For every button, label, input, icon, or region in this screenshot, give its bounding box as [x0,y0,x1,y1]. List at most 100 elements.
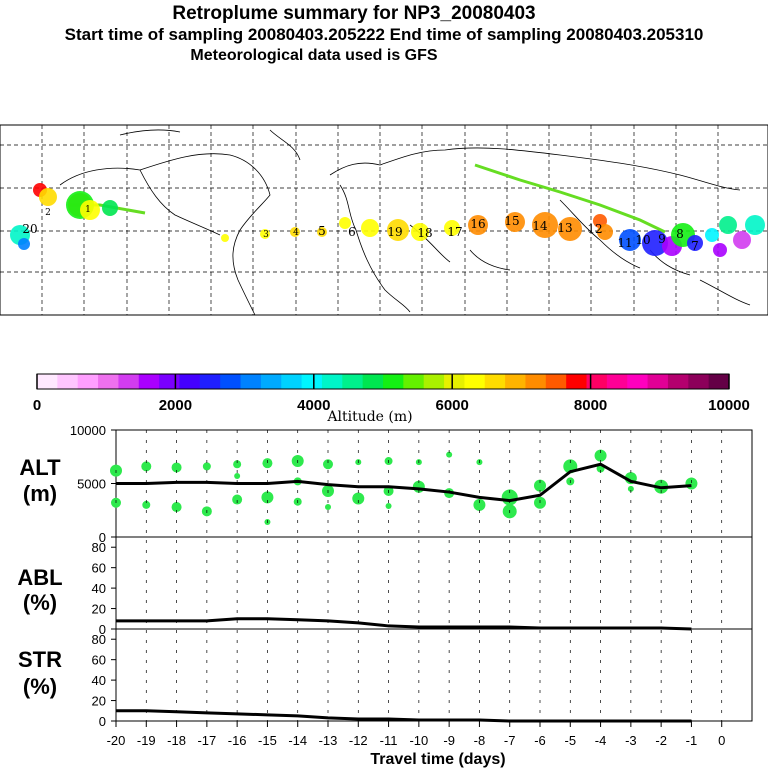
plume-day-label: 17 [447,225,462,239]
colorbar-swatch [57,374,79,389]
world-map: 20 19 18 17 16 15 14 13 12 11 10 9 87 6 5 4 3 2 1 [0,124,768,316]
plume-day-label: 14 [532,219,548,233]
plume-cluster [558,217,582,241]
plume-cluster [387,219,409,241]
plume-cluster [687,235,703,251]
alt-cluster-point [232,494,243,505]
str-y-tick-label: 0 [99,714,106,729]
plume-cluster [642,230,668,256]
alt-cluster-point [202,462,211,471]
plume-day-label: 11 [617,236,632,250]
colorbar-swatch [545,374,567,389]
abl-line [116,617,692,631]
plume-day-label: 15 [504,214,519,228]
abl-y-tick-label: 20 [92,602,106,617]
plume-day-label: 18 [417,226,432,240]
colorbar-label: Altitude (m) [326,409,412,425]
colorbar-tick-label: 0 [33,397,41,414]
colorbar-swatch [708,374,730,389]
colorbar-swatch [220,374,242,389]
alt-cluster-point [233,460,242,469]
colorbar-swatch [525,374,547,389]
alt-mean-line [116,462,692,503]
trajectory-north [474,163,666,234]
x-tick-label: -16 [228,733,247,748]
x-tick-label: -17 [197,733,216,748]
colorbar-swatch [301,374,323,389]
meteorological-data: Meteorological data used is GFS [190,47,438,64]
alt-cluster-point [385,502,392,509]
colorbar-swatch [77,374,99,389]
colorbar-swatch [179,374,201,389]
colorbar-swatch [403,374,425,389]
alt-cluster-point [261,491,274,504]
alt-cluster-point [142,500,151,509]
str-y-tick-label: 40 [92,673,106,688]
alt-cluster-point [627,485,634,492]
plume-cluster [468,215,488,235]
plume-cluster [505,212,525,232]
colorbar-swatch [199,374,221,389]
alt-cluster-point [234,473,241,480]
colorbar-swatch [138,374,160,389]
x-tick-label: -2 [655,733,667,748]
abl-label: ABL [17,565,62,590]
plume-day-label: 12 [587,222,602,236]
colorbar-swatch [484,374,506,389]
colorbar-swatch [566,374,588,389]
alt-cluster-point [685,477,698,490]
colorbar-tick-label: 8000 [574,397,607,414]
colorbar-swatch [37,374,58,389]
plume-day-label: 19 [387,225,402,239]
plume-day-label: 2 [45,208,51,218]
plume-day-label: 20 [22,222,37,236]
plume-cluster [339,217,351,229]
plume-cluster [290,227,300,237]
abl-y-tick-label: 0 [99,622,106,637]
alt-cluster-point [352,492,365,505]
plume-day-label: 5 [318,224,326,238]
x-tick-label: -8 [474,733,486,748]
alt-cluster-point [262,458,273,469]
alt-cluster-point [141,461,152,472]
x-tick-label: -10 [409,733,428,748]
colorbar-swatch [260,374,282,389]
str-unit: (%) [23,674,57,699]
plume-day-label: 13 [557,221,572,235]
plume-cluster [719,216,737,234]
alt-cluster-point [171,462,182,473]
abl-y-tick-label: 60 [92,561,106,576]
abl-y-tick-label: 80 [92,540,106,555]
x-tick-label: -1 [686,733,698,748]
alt-cluster-point [323,459,333,470]
colorbar-swatch [606,374,628,389]
str-line [116,709,692,723]
sampling-times: Start time of sampling 20080403.205222 E… [64,25,704,44]
colorbar-swatch [647,374,669,389]
colorbar-tick-label: 6000 [436,397,469,414]
x-tick-label: -4 [595,733,607,748]
colorbar-swatch [464,374,486,389]
plume-day-label: 16 [470,217,485,231]
plume-day-label: 10 [635,233,650,247]
str-y-tick-label: 60 [92,653,106,668]
plume-cluster [532,212,558,238]
str-label: STR [18,647,62,672]
x-tick-label: -3 [625,733,637,748]
x-tick-label: -7 [504,733,516,748]
altitude-colorbar: 0 2000 4000 6000 8000 10000 [33,373,750,414]
x-tick-label: 0 [718,733,725,748]
colorbar-swatch [118,374,140,389]
colorbar-swatch [688,374,710,389]
x-tick-label: -18 [167,733,186,748]
abl-unit: (%) [23,590,57,615]
plume-day-label: 6 [348,225,356,239]
x-tick-label: -13 [319,733,338,748]
alt-label: ALT [19,455,61,480]
plume-cluster [411,223,429,241]
x-tick-label: -5 [565,733,577,748]
plume-cluster [221,234,229,242]
x-tick-label: -14 [288,733,307,748]
plume-day-label: 3 [263,230,269,240]
